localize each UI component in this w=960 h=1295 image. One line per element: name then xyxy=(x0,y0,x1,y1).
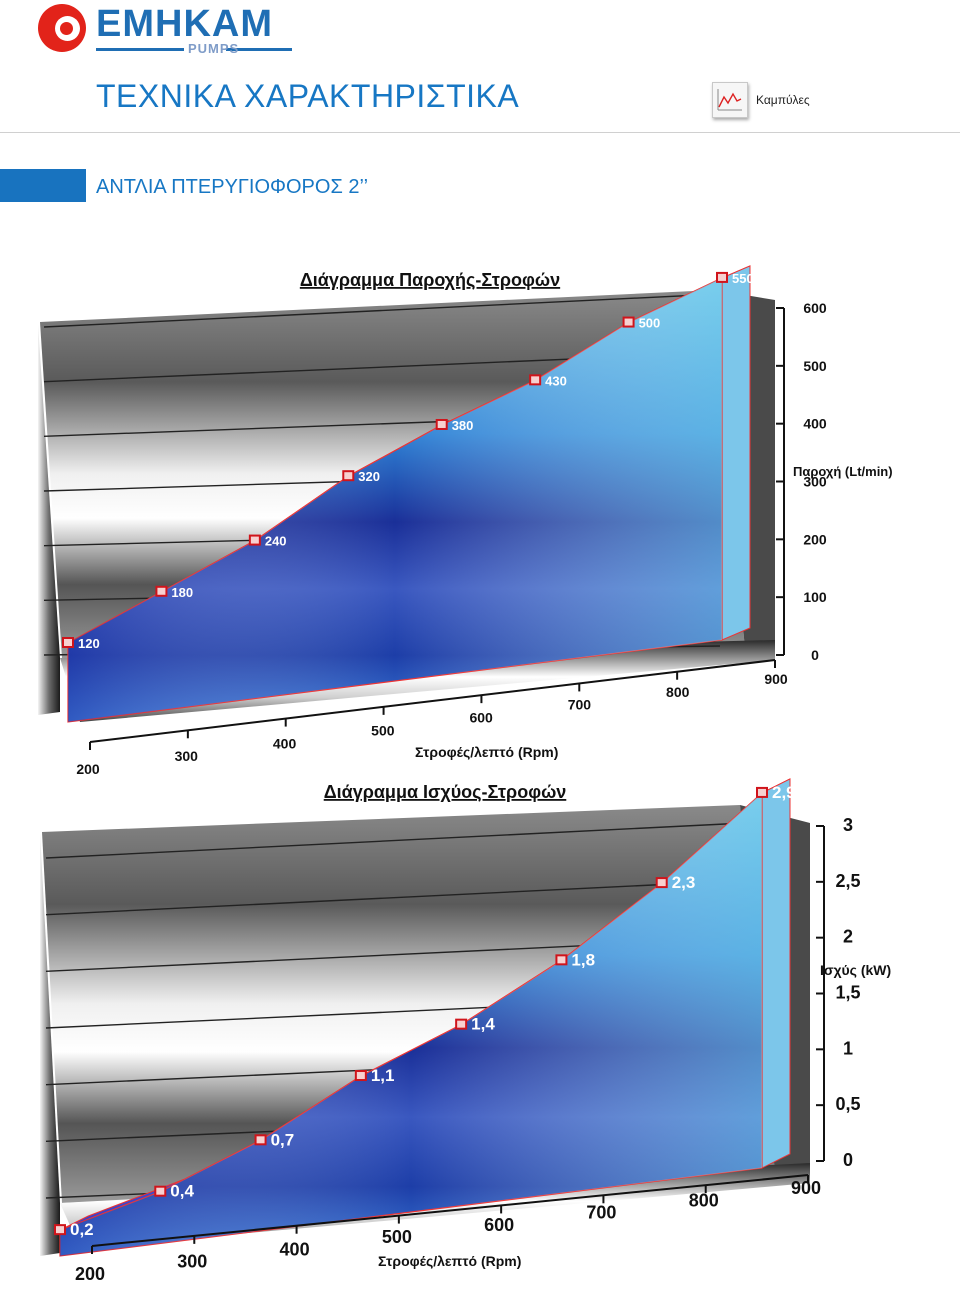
data-marker xyxy=(435,418,448,430)
y-tick-label: 500 xyxy=(803,358,827,374)
data-marker xyxy=(62,637,74,648)
x-tick-label: 400 xyxy=(280,1239,310,1259)
x-tick-label: 800 xyxy=(689,1190,719,1210)
x-tick-label: 500 xyxy=(371,722,395,738)
chart-title: Διάγραμμα Παροχής-Στροφών xyxy=(300,270,560,290)
x-tick-label: 400 xyxy=(273,735,297,751)
x-axis-line xyxy=(89,659,776,743)
data-label: 240 xyxy=(265,534,287,549)
data-marker xyxy=(455,1018,468,1030)
brand-underline xyxy=(96,48,292,51)
x-tick-label: 700 xyxy=(586,1203,616,1223)
area-end-face xyxy=(761,778,791,1169)
area-end-face xyxy=(721,265,751,641)
x-tick-label: 300 xyxy=(177,1252,207,1272)
y-tick-label: 300 xyxy=(803,474,827,490)
curves-link[interactable]: Καμπύλες xyxy=(756,93,810,107)
x-tick-label: 500 xyxy=(382,1227,412,1247)
y-tick-label: 0 xyxy=(811,647,819,663)
x-tick-label: 600 xyxy=(484,1215,514,1235)
x-tick-label: 600 xyxy=(469,710,493,726)
flow-rpm-chart: Διάγραμμα Παροχής-Στροφών 120 180 240 320 380… xyxy=(38,265,893,777)
y-tick-label: 0 xyxy=(843,1150,853,1170)
data-label: 430 xyxy=(545,373,567,388)
y-tick-label: 1 xyxy=(843,1038,853,1058)
x-axis-label: Στροφές/λεπτό (Rpm) xyxy=(415,744,558,760)
header-divider xyxy=(0,132,960,133)
data-marker xyxy=(154,1185,167,1197)
y-tick-label: 200 xyxy=(803,531,827,547)
data-label: 120 xyxy=(78,636,100,651)
y-tick-label: 600 xyxy=(803,300,827,316)
data-marker xyxy=(529,374,542,386)
x-tick-label: 800 xyxy=(666,684,690,700)
data-marker xyxy=(555,954,568,966)
chart-title: Διάγραμμα Ισχύος-Στροφών xyxy=(324,782,567,802)
brand-subtitle: PUMPS xyxy=(188,41,240,56)
y-tick-label: 1,5 xyxy=(835,983,860,1003)
side-wall xyxy=(40,833,60,1256)
grid-line xyxy=(45,822,746,859)
data-marker xyxy=(248,534,261,546)
grid-line xyxy=(45,879,746,916)
data-label: 550 xyxy=(732,271,754,286)
data-label: 0,4 xyxy=(170,1182,194,1201)
page-title: ΤΕΧΝΙΚΑ ΧΑΡΑΚΤΗΡΙΣΤΙΚΑ xyxy=(96,78,520,114)
data-label: 1,8 xyxy=(571,950,595,969)
data-marker xyxy=(354,1070,367,1082)
chart-icon[interactable] xyxy=(712,82,748,118)
x-tick-label: 200 xyxy=(76,761,100,777)
data-label: 500 xyxy=(639,316,661,331)
x-tick-label: 900 xyxy=(764,671,788,687)
y-tick-label: 400 xyxy=(803,416,827,432)
data-label: 180 xyxy=(171,585,193,600)
brand-name: ΕΜΗΚΑΜ xyxy=(96,3,273,45)
area-highlight xyxy=(68,277,722,722)
data-marker xyxy=(155,585,168,597)
x-tick-label: 300 xyxy=(175,748,199,764)
data-label: 2,9 xyxy=(772,783,796,802)
data-label: 1,4 xyxy=(471,1015,495,1034)
power-rpm-chart: Διάγραμμα Ισχύος-Στροφών 0,2 0,4 0,7 1,1 1,4 1… xyxy=(40,778,891,1284)
grid-line xyxy=(43,293,721,328)
y-tick-label: 100 xyxy=(803,589,827,605)
x-axis-label: Στροφές/λεπτό (Rpm) xyxy=(378,1253,521,1269)
data-marker xyxy=(655,877,668,889)
y-tick-label: 3 xyxy=(843,815,853,835)
data-marker xyxy=(342,470,355,482)
brand-logo-mark xyxy=(38,4,86,52)
data-marker xyxy=(54,1224,66,1236)
data-label: 0,2 xyxy=(70,1220,94,1239)
area-highlight xyxy=(60,792,762,1256)
side-wall xyxy=(38,324,60,715)
data-marker xyxy=(254,1134,267,1146)
section-accent-bar xyxy=(0,169,86,202)
x-tick-label: 700 xyxy=(568,697,592,713)
x-tick-label: 200 xyxy=(75,1264,105,1284)
y-tick-label: 0,5 xyxy=(835,1094,860,1114)
data-marker xyxy=(716,271,728,283)
x-tick-label: 900 xyxy=(791,1178,821,1198)
x-axis-line xyxy=(91,1174,809,1247)
data-marker xyxy=(756,786,768,798)
data-label: 0,7 xyxy=(271,1130,295,1149)
data-label: 320 xyxy=(358,469,380,484)
y-axis-label: Ισχύς (kW) xyxy=(820,962,891,978)
section-title: ΑΝΤΛΙΑ ΠΤΕΡΥΓΙΟΦΟΡΟΣ 2’’ xyxy=(96,176,369,198)
data-marker xyxy=(622,316,635,328)
y-tick-label: 2,5 xyxy=(835,871,860,891)
y-axis-label: Παροχή (Lt/min) xyxy=(793,464,893,479)
data-label: 380 xyxy=(452,418,474,433)
data-label: 2,3 xyxy=(672,873,696,892)
data-label: 1,1 xyxy=(371,1066,395,1085)
y-tick-label: 2 xyxy=(843,927,853,947)
brand-logo: ΕΜΗΚΑΜ PUMPS xyxy=(38,3,292,56)
